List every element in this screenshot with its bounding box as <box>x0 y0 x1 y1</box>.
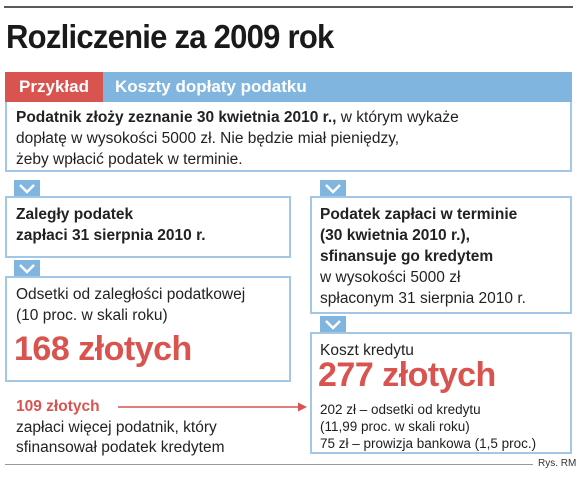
left-scenario-box <box>5 196 291 258</box>
page-title: Rozliczenie za 2009 rok <box>6 18 334 55</box>
top-rule <box>4 6 573 8</box>
intro-line-3: żeby wpłacić podatek w terminie. <box>16 151 243 168</box>
example-tag: Przykład <box>5 72 103 102</box>
right-scenario-box <box>310 196 572 314</box>
left-box2-line-2: (10 proc. w skali roku) <box>16 307 168 324</box>
section-heading: Koszty dopłaty podatku <box>103 72 572 102</box>
arrow-right-icon <box>118 402 307 412</box>
intro-line-2: dopłatę w wysokości 5000 zł. Nie będzie … <box>16 130 400 147</box>
left-box1-line-2: zapłaci 31 sierpnia 2010 r. <box>16 227 206 244</box>
right-box1-line-2: (30 kwietnia 2010 r.), <box>320 227 470 244</box>
bottom-rule <box>5 464 533 465</box>
difference-line-2: sfinansował podatek kredytem <box>16 439 225 456</box>
right-box2-line-2: (11,99 proc. w skali roku) <box>320 419 470 434</box>
graphic-credit: Rys. RM <box>538 458 577 469</box>
intro-rest: w którym wykaże <box>336 109 459 126</box>
right-box1-line-4: w wysokości 5000 zł <box>320 269 461 286</box>
left-cost-amount: 168 złotych <box>14 330 192 368</box>
intro-bold: Podatnik złoży zeznanie 30 kwietnia 2010… <box>16 109 337 126</box>
right-cost-box <box>310 332 572 454</box>
chevron-down-icon <box>320 180 346 198</box>
difference-line-1: zapłaci więcej podatnik, który <box>16 419 217 436</box>
intro-box <box>5 102 572 172</box>
left-box2-line-1: Odsetki od zaległości podatkowej <box>16 286 246 303</box>
right-box2-line-1: 202 zł – odsetki od kredytu <box>320 402 481 417</box>
left-box1-line-1: Zaległy podatek <box>16 206 134 223</box>
right-box2-line-3: 75 zł – prowizja bankowa (1,5 proc.) <box>320 436 537 451</box>
right-cost-amount: 277 złotych <box>318 356 496 394</box>
chevron-down-icon <box>320 316 346 334</box>
credit-cost-label: Koszt kredytu <box>320 342 414 359</box>
chevron-down-icon <box>14 180 40 198</box>
chevron-down-icon <box>14 260 40 278</box>
right-box1-line-5: spłaconym 31 sierpnia 2010 r. <box>320 290 526 307</box>
left-cost-box <box>5 276 291 382</box>
right-box1-line-1: Podatek zapłaci w terminie <box>320 206 518 223</box>
intro-line-1: Podatnik złoży zeznanie 30 kwietnia 2010… <box>16 108 459 127</box>
difference-amount: 109 złotych <box>16 398 100 415</box>
right-box1-line-3: sfinansuje go kredytem <box>320 248 494 265</box>
